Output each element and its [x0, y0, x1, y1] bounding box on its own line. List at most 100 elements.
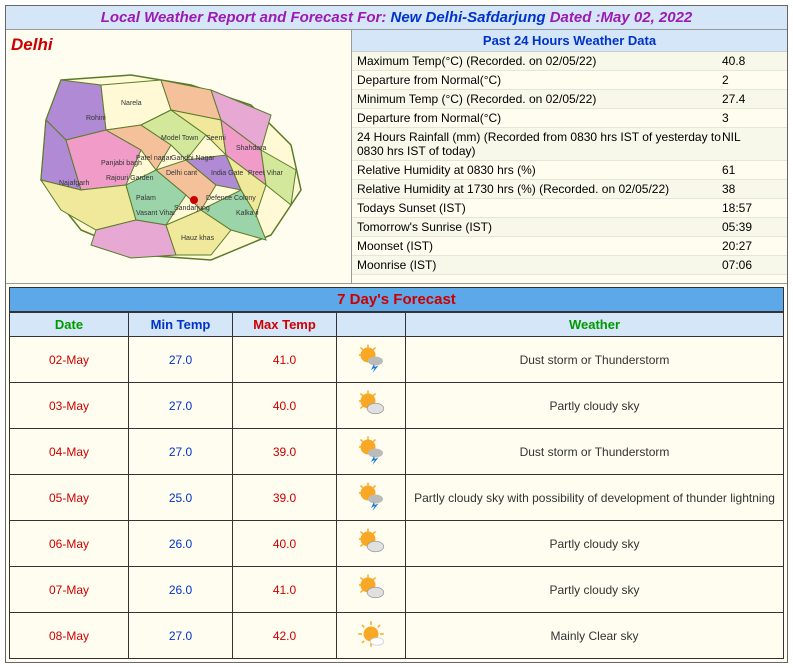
- header-max-temp: Max Temp: [233, 313, 337, 337]
- report-header: Local Weather Report and Forecast For: N…: [6, 6, 787, 30]
- forecast-weather-icon: [337, 337, 406, 383]
- past-data-value: 18:57: [722, 201, 782, 215]
- forecast-min-temp: 27.0: [129, 429, 233, 475]
- header-date: Date: [10, 313, 129, 337]
- past-data-label: Departure from Normal(°C): [357, 111, 722, 125]
- svg-text:Rohini: Rohini: [86, 115, 106, 122]
- forecast-weather-text: Partly cloudy sky: [406, 521, 784, 567]
- forecast-weather-icon: [337, 475, 406, 521]
- map-title: Delhi: [11, 35, 346, 55]
- svg-text:Sandarjung: Sandarjung: [174, 205, 210, 212]
- past-data-value: NIL: [722, 130, 782, 158]
- forecast-min-temp: 26.0: [129, 567, 233, 613]
- forecast-date: 08-May: [10, 613, 129, 659]
- forecast-row: 04-May27.039.0 Dust storm or Thunderstorm: [10, 429, 784, 475]
- forecast-max-temp: 40.0: [233, 521, 337, 567]
- forecast-min-temp: 27.0: [129, 383, 233, 429]
- forecast-weather-icon: [337, 521, 406, 567]
- forecast-max-temp: 40.0: [233, 383, 337, 429]
- forecast-min-temp: 25.0: [129, 475, 233, 521]
- svg-text:Kalka ji: Kalka ji: [236, 210, 259, 217]
- forecast-title: 7 Day's Forecast: [9, 287, 784, 312]
- svg-text:Narela: Narela: [121, 100, 142, 107]
- forecast-min-temp: 27.0: [129, 613, 233, 659]
- past-data-title: Past 24 Hours Weather Data: [352, 30, 787, 52]
- forecast-date: 02-May: [10, 337, 129, 383]
- forecast-max-temp: 39.0: [233, 429, 337, 475]
- past-data-value: 05:39: [722, 220, 782, 234]
- past-data-value: 20:27: [722, 239, 782, 253]
- svg-text:India Gate: India Gate: [211, 170, 243, 177]
- svg-text:Defence Colony: Defence Colony: [206, 195, 256, 202]
- report-date: Dated :May 02, 2022: [546, 9, 693, 26]
- top-section: Delhi: [6, 30, 787, 284]
- forecast-max-temp: 42.0: [233, 613, 337, 659]
- past-data-value: 61: [722, 163, 782, 177]
- weather-report-container: Local Weather Report and Forecast For: N…: [5, 5, 788, 663]
- past-data-value: 38: [722, 182, 782, 196]
- past-data-value: 2: [722, 73, 782, 87]
- header-min-temp: Min Temp: [129, 313, 233, 337]
- forecast-weather-icon: [337, 567, 406, 613]
- forecast-table: Date Min Temp Max Temp Weather 02-May27.…: [9, 312, 784, 659]
- past-data-row: Moonset (IST)20:27: [352, 237, 787, 256]
- past-data-row: Minimum Temp (°C) (Recorded. on 02/05/22…: [352, 90, 787, 109]
- forecast-row: 08-May27.042.0 Mainly Clear sky: [10, 613, 784, 659]
- forecast-row: 03-May27.040.0 Partly cloudy sky: [10, 383, 784, 429]
- forecast-date: 06-May: [10, 521, 129, 567]
- forecast-row: 06-May26.040.0 Partly cloudy sky: [10, 521, 784, 567]
- forecast-weather-icon: [337, 613, 406, 659]
- forecast-row: 02-May27.041.0 Dust storm or Thunderstorm: [10, 337, 784, 383]
- past-data-label: Moonset (IST): [357, 239, 722, 253]
- past-data-row: Todays Sunset (IST)18:57: [352, 199, 787, 218]
- past-data-value: 40.8: [722, 54, 782, 68]
- past-data-label: Tomorrow's Sunrise (IST): [357, 220, 722, 234]
- past-data-label: Minimum Temp (°C) (Recorded. on 02/05/22…: [357, 92, 722, 106]
- forecast-weather-text: Partly cloudy sky: [406, 383, 784, 429]
- past-data-label: Departure from Normal(°C): [357, 73, 722, 87]
- past-data-row: Relative Humidity at 0830 hrs (%)61: [352, 161, 787, 180]
- past-data-value: 3: [722, 111, 782, 125]
- svg-text:Rajouri Garden: Rajouri Garden: [106, 175, 154, 182]
- svg-text:Palam: Palam: [136, 195, 156, 202]
- forecast-min-temp: 27.0: [129, 337, 233, 383]
- svg-text:Shahdara: Shahdara: [236, 145, 266, 152]
- past-data-label: Todays Sunset (IST): [357, 201, 722, 215]
- forecast-weather-icon: [337, 429, 406, 475]
- svg-text:Model Town: Model Town: [161, 135, 198, 142]
- report-title-label: Local Weather Report and Forecast For:: [101, 9, 391, 26]
- past-data-row: 24 Hours Rainfall (mm) (Recorded from 08…: [352, 128, 787, 161]
- forecast-weather-text: Partly cloudy sky with possibility of de…: [406, 475, 784, 521]
- past-data-label: Moonrise (IST): [357, 258, 722, 272]
- past-data-value: 07:06: [722, 258, 782, 272]
- past-data-label: Relative Humidity at 1730 hrs (%) (Recor…: [357, 182, 722, 196]
- past-data-label: Relative Humidity at 0830 hrs (%): [357, 163, 722, 177]
- svg-text:Preet Vihar: Preet Vihar: [248, 170, 284, 177]
- forecast-date: 05-May: [10, 475, 129, 521]
- header-icon: [337, 313, 406, 337]
- forecast-max-temp: 41.0: [233, 337, 337, 383]
- delhi-map-icon: Narela Rohini Model Town Seemi Najafgarh…: [11, 60, 331, 275]
- past-data-panel: Past 24 Hours Weather Data Maximum Temp(…: [352, 30, 787, 283]
- forecast-max-temp: 41.0: [233, 567, 337, 613]
- forecast-min-temp: 26.0: [129, 521, 233, 567]
- forecast-weather-text: Dust storm or Thunderstorm: [406, 429, 784, 475]
- forecast-date: 03-May: [10, 383, 129, 429]
- header-weather: Weather: [406, 313, 784, 337]
- map-panel: Delhi: [6, 30, 352, 283]
- forecast-weather-text: Partly cloudy sky: [406, 567, 784, 613]
- svg-text:Najafgarh: Najafgarh: [59, 180, 89, 187]
- past-data-label: Maximum Temp(°C) (Recorded. on 02/05/22): [357, 54, 722, 68]
- forecast-row: 07-May26.041.0Partly cloudy sky: [10, 567, 784, 613]
- past-data-row: Tomorrow's Sunrise (IST)05:39: [352, 218, 787, 237]
- past-data-row: Maximum Temp(°C) (Recorded. on 02/05/22)…: [352, 52, 787, 71]
- forecast-max-temp: 39.0: [233, 475, 337, 521]
- past-data-row: Moonrise (IST)07:06: [352, 256, 787, 275]
- forecast-weather-text: Mainly Clear sky: [406, 613, 784, 659]
- svg-text:Patel nagar: Patel nagar: [136, 155, 172, 162]
- forecast-weather-text: Dust storm or Thunderstorm: [406, 337, 784, 383]
- past-data-value: 27.4: [722, 92, 782, 106]
- past-data-row: Departure from Normal(°C)3: [352, 109, 787, 128]
- svg-text:Hauz khas: Hauz khas: [181, 235, 215, 242]
- forecast-date: 04-May: [10, 429, 129, 475]
